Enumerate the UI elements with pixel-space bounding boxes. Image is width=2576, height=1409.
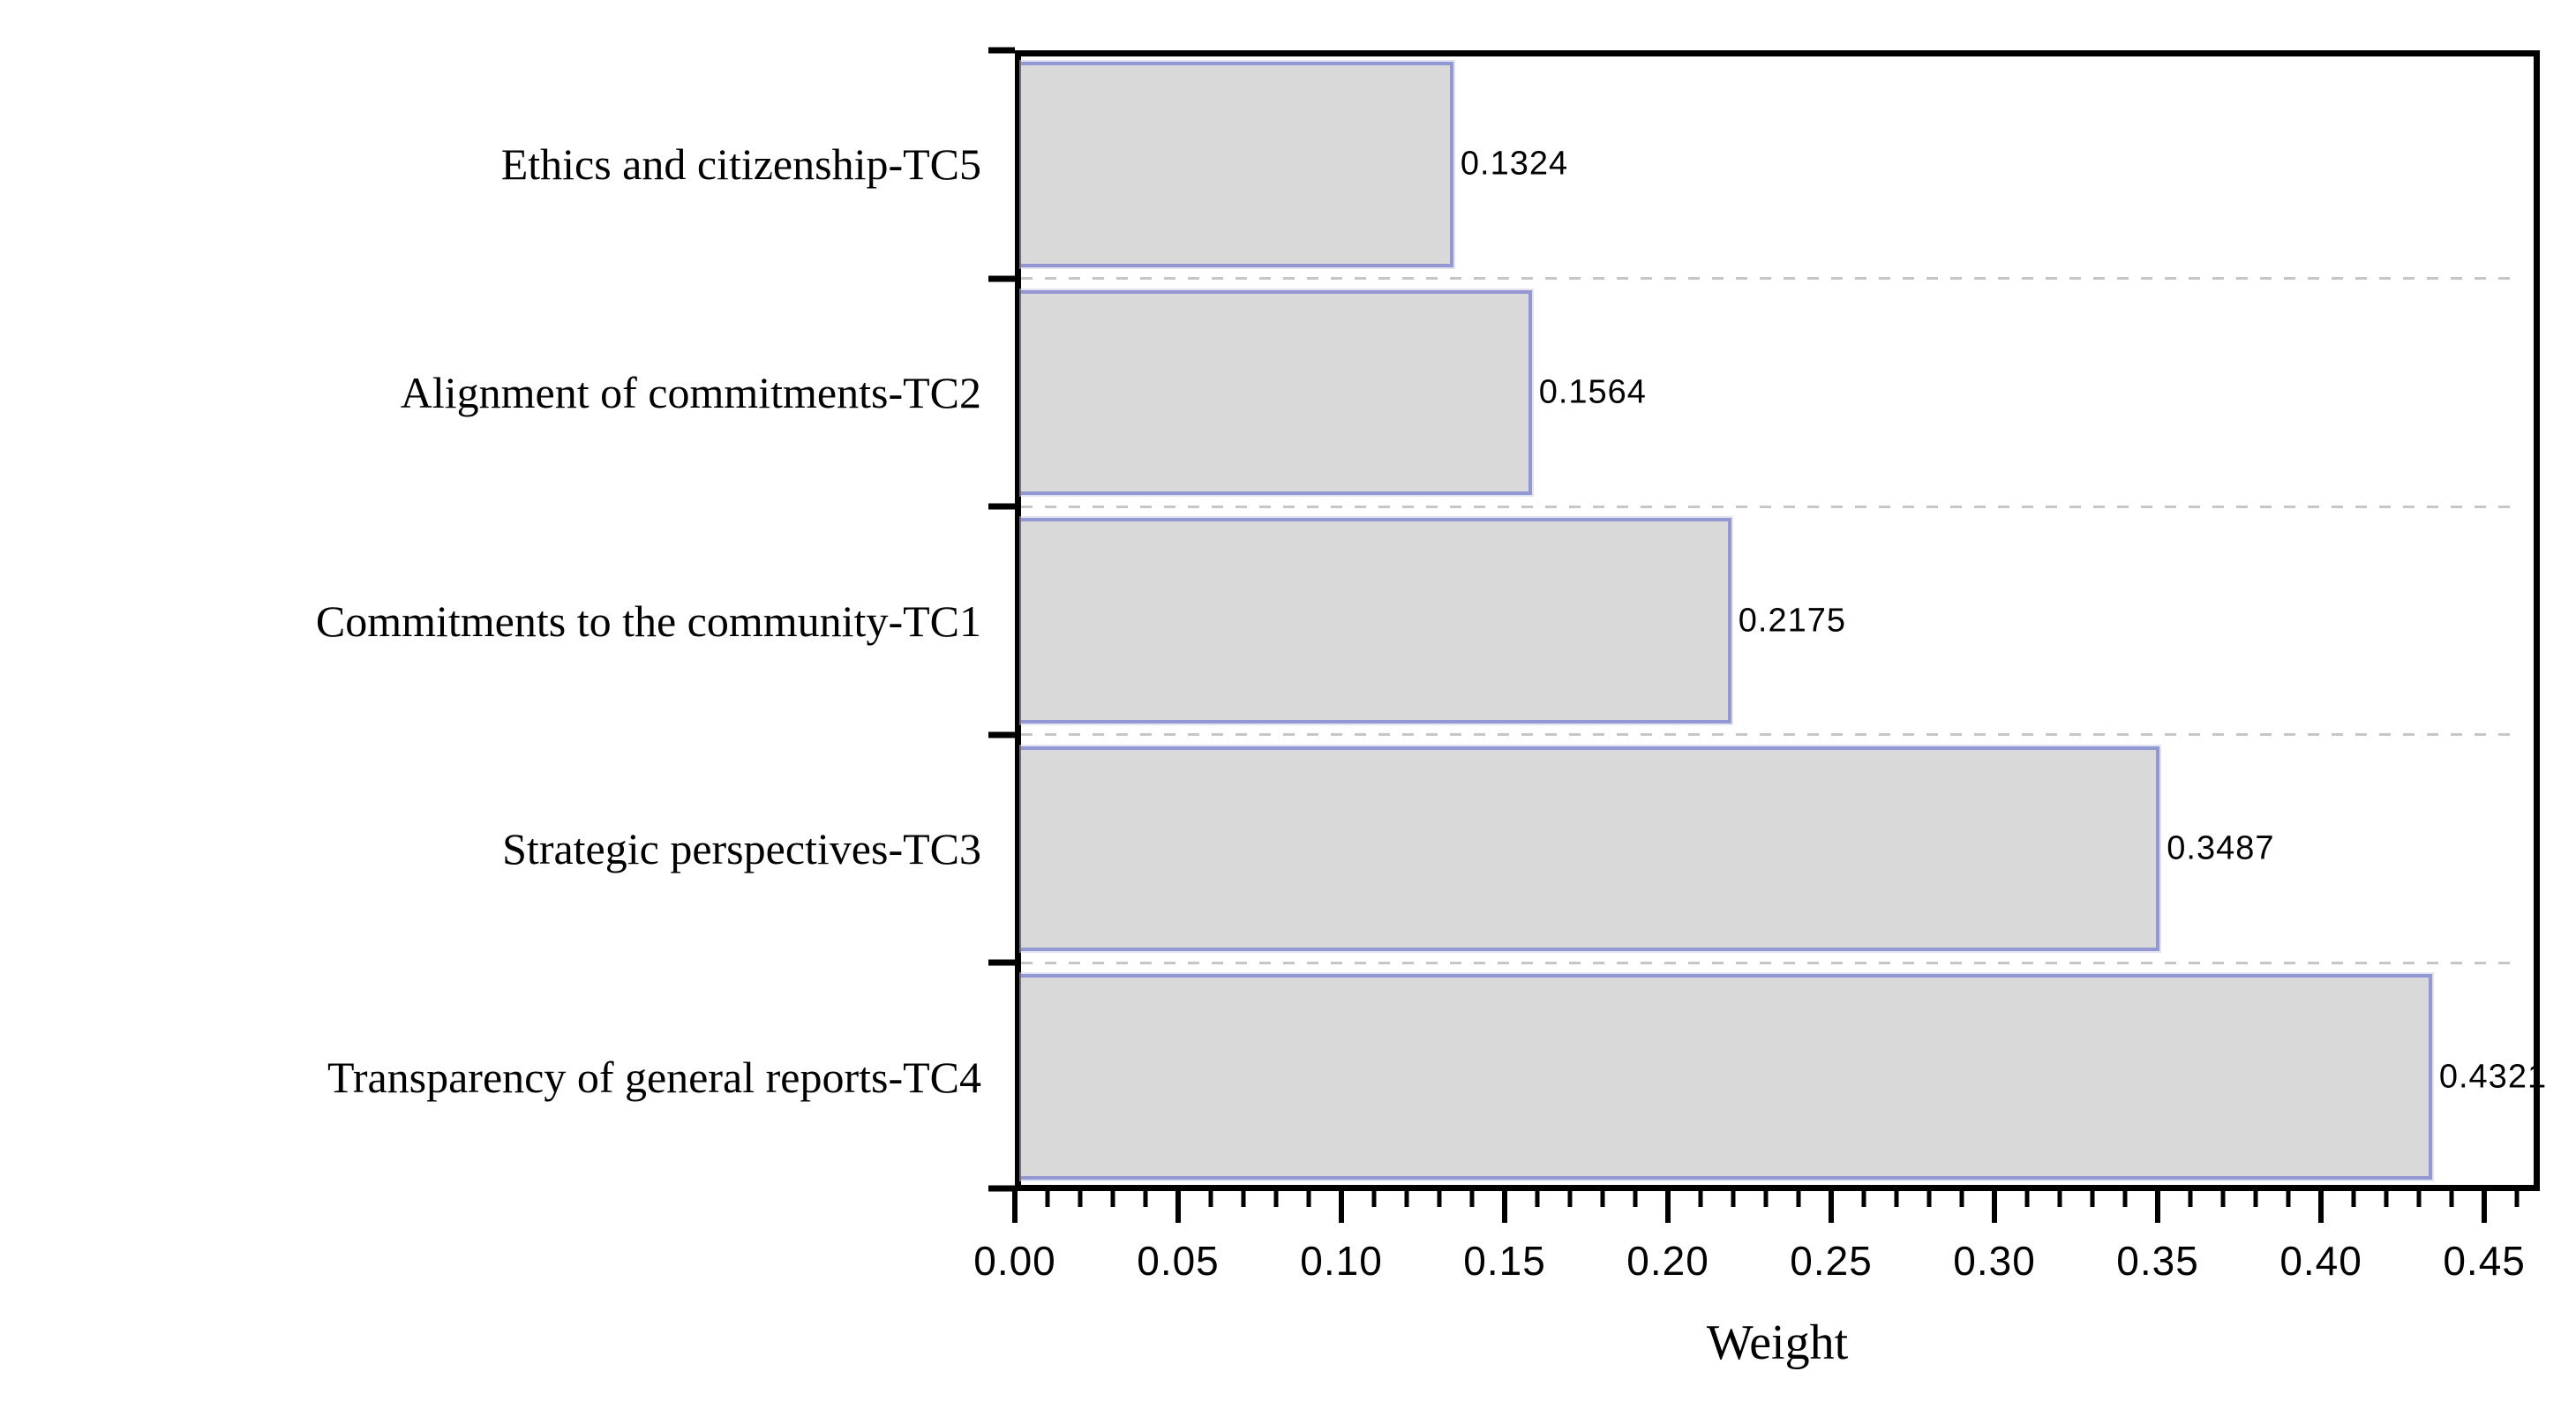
x-axis-minor-tick bbox=[2449, 1191, 2454, 1207]
y-axis-tick bbox=[988, 47, 1015, 54]
x-axis-minor-tick bbox=[1143, 1191, 1148, 1207]
y-axis-tick bbox=[988, 503, 1015, 510]
x-axis-major-tick bbox=[2318, 1191, 2324, 1223]
y-axis-tick bbox=[988, 959, 1015, 966]
y-axis-tick bbox=[988, 731, 1015, 738]
x-axis-minor-tick bbox=[1078, 1191, 1083, 1207]
x-axis-minor-tick bbox=[2090, 1191, 2095, 1207]
bar-value-label: 0.2175 bbox=[1738, 602, 1847, 639]
bar-value-label: 0.1324 bbox=[1460, 145, 1569, 183]
bar-value-label: 0.1564 bbox=[1538, 373, 1647, 411]
x-axis-tick-label: 0.10 bbox=[1300, 1238, 1383, 1284]
x-axis-major-tick bbox=[2155, 1191, 2161, 1223]
x-axis-minor-tick bbox=[1567, 1191, 1573, 1207]
gridline bbox=[1021, 961, 2519, 964]
x-axis-minor-tick bbox=[2253, 1191, 2258, 1207]
plot-area: 0.1324 0.1564 0.2175 0.3487 0.4321 bbox=[1015, 50, 2546, 1191]
bars-layer: 0.1324 0.1564 0.2175 0.3487 0.4321 bbox=[1021, 56, 2546, 1185]
x-axis-minor-tick bbox=[2514, 1191, 2520, 1207]
x-axis-tick-label: 0.25 bbox=[1790, 1238, 1873, 1284]
x-axis-tick-label: 0.40 bbox=[2279, 1238, 2362, 1284]
gridlines-layer bbox=[1021, 56, 2534, 1185]
category-label: Commitments to the community-TC1 bbox=[315, 596, 981, 646]
y-axis-tick bbox=[988, 1185, 1015, 1192]
bar bbox=[1021, 518, 1731, 723]
x-axis-minor-tick bbox=[1959, 1191, 1964, 1207]
bar bbox=[1021, 974, 2432, 1180]
x-axis-minor-tick bbox=[2351, 1191, 2356, 1207]
x-axis-major-tick bbox=[2482, 1191, 2488, 1223]
bar-value-label: 0.4321 bbox=[2438, 1058, 2548, 1096]
x-axis-minor-tick bbox=[2024, 1191, 2030, 1207]
x-axis-major-tick bbox=[1992, 1191, 1998, 1223]
x-axis-minor-tick bbox=[1371, 1191, 1377, 1207]
x-axis-title: Weight bbox=[1706, 1315, 1849, 1370]
x-axis-major-tick bbox=[1829, 1191, 1835, 1223]
x-axis-minor-tick bbox=[1273, 1191, 1279, 1207]
x-axis-minor-tick bbox=[1633, 1191, 1638, 1207]
x-axis-minor-tick bbox=[1306, 1191, 1311, 1207]
x-axis-minor-tick bbox=[1208, 1191, 1213, 1207]
x-axis-tick-label: 0.15 bbox=[1463, 1238, 1546, 1284]
x-axis-minor-tick bbox=[1731, 1191, 1736, 1207]
x-axis-tick-label: 0.45 bbox=[2443, 1238, 2526, 1284]
category-label: Ethics and citizenship-TC5 bbox=[500, 139, 981, 190]
x-axis-minor-tick bbox=[1469, 1191, 1475, 1207]
x-axis-major-tick bbox=[1665, 1191, 1671, 1223]
x-axis-minor-tick bbox=[1437, 1191, 1442, 1207]
x-axis-minor-tick bbox=[1600, 1191, 1605, 1207]
x-axis-tick-label: 0.30 bbox=[1953, 1238, 2036, 1284]
x-axis-tick-label: 0.05 bbox=[1137, 1238, 1220, 1284]
x-axis-minor-tick bbox=[2122, 1191, 2128, 1207]
x-axis-minor-tick bbox=[1698, 1191, 1703, 1207]
bar bbox=[1021, 289, 1532, 496]
x-axis-major-tick bbox=[1502, 1191, 1508, 1223]
bar bbox=[1021, 61, 1453, 267]
x-axis-minor-tick bbox=[1045, 1191, 1050, 1207]
gridline bbox=[1021, 505, 2519, 508]
x-axis-tick-label: 0.35 bbox=[2116, 1238, 2199, 1284]
x-axis-minor-tick bbox=[2384, 1191, 2389, 1207]
x-axis-minor-tick bbox=[1894, 1191, 1899, 1207]
x-axis-minor-tick bbox=[1796, 1191, 1801, 1207]
x-axis-minor-tick bbox=[1404, 1191, 1409, 1207]
bar-value-label: 0.3487 bbox=[2167, 829, 2275, 867]
x-axis-major-tick bbox=[1175, 1191, 1181, 1223]
gridline bbox=[1021, 277, 2519, 281]
x-axis-tick-label: 0.20 bbox=[1626, 1238, 1709, 1284]
x-axis-minor-tick bbox=[1861, 1191, 1866, 1207]
x-axis-minor-tick bbox=[2188, 1191, 2193, 1207]
category-label: Strategic perspectives-TC3 bbox=[502, 824, 981, 874]
x-axis-major-tick bbox=[1012, 1191, 1018, 1223]
x-axis-minor-tick bbox=[2220, 1191, 2226, 1207]
category-label: Alignment of commitments-TC2 bbox=[400, 367, 981, 417]
gridline bbox=[1021, 733, 2519, 737]
x-axis-minor-tick bbox=[1763, 1191, 1769, 1207]
bar bbox=[1021, 746, 2160, 952]
x-axis-minor-tick bbox=[1110, 1191, 1115, 1207]
x-axis-minor-tick bbox=[2057, 1191, 2062, 1207]
x-axis-major-tick bbox=[1339, 1191, 1345, 1223]
x-axis-minor-tick bbox=[1926, 1191, 1932, 1207]
x-axis-minor-tick bbox=[1535, 1191, 1540, 1207]
x-axis-minor-tick bbox=[1241, 1191, 1246, 1207]
x-axis-tick-label: 0.00 bbox=[973, 1238, 1056, 1284]
x-axis-minor-tick bbox=[2286, 1191, 2291, 1207]
y-axis-tick bbox=[988, 275, 1015, 282]
x-axis-minor-tick bbox=[2416, 1191, 2422, 1207]
category-label: Transparency of general reports-TC4 bbox=[327, 1052, 981, 1102]
